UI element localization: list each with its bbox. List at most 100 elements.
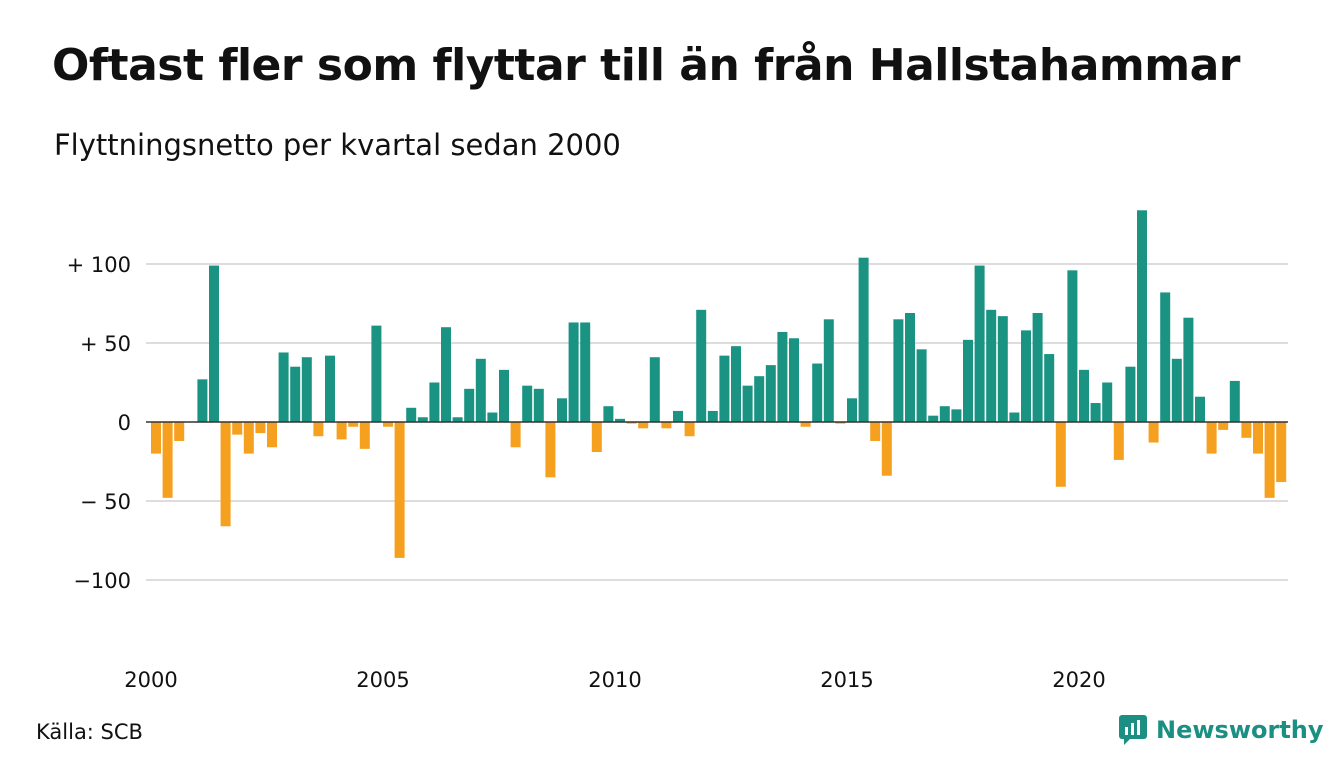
- bar: [1195, 396, 1205, 422]
- bar: [916, 349, 927, 422]
- bar: [847, 398, 857, 422]
- bar: [499, 369, 509, 422]
- x-tick-label: 2015: [820, 668, 873, 692]
- bar: [336, 422, 347, 440]
- x-tick-label: 2010: [588, 668, 641, 692]
- bar: [151, 422, 161, 454]
- bar: [255, 422, 266, 434]
- bar: [417, 417, 428, 422]
- bar: [232, 422, 243, 435]
- bar: [707, 410, 718, 422]
- bar: [359, 422, 370, 449]
- y-axis: + 100 + 50 0 − 50 −100: [67, 253, 131, 593]
- chart-title: Oftast fler som flyttar till än från Hal…: [52, 40, 1240, 91]
- bar: [823, 319, 834, 422]
- bar: [209, 265, 219, 422]
- bar: [835, 422, 846, 424]
- bar: [290, 366, 301, 422]
- bar: [533, 388, 544, 422]
- bar: [1241, 422, 1252, 438]
- y-tick-label: − 50: [80, 490, 131, 514]
- bar: [731, 346, 741, 422]
- bar-chart: + 100 + 50 0 − 50 −100 2000 2005 2010 2015 2020: [67, 210, 1288, 692]
- bar: [638, 422, 649, 429]
- bar: [951, 409, 962, 422]
- bar: [963, 339, 973, 422]
- gridlines: [146, 263, 1288, 581]
- bar: [383, 422, 393, 427]
- bar: [243, 422, 254, 454]
- bar: [881, 422, 892, 476]
- bar: [1113, 422, 1124, 460]
- bar: [939, 406, 950, 422]
- bar: [475, 358, 486, 422]
- bar: [580, 322, 591, 422]
- x-tick-label: 2000: [124, 668, 177, 692]
- chart-subtitle: Flyttningsnetto per kvartal sedan 2000: [54, 128, 621, 162]
- bar: [719, 355, 730, 422]
- bar: [1055, 422, 1066, 487]
- y-tick-label: + 50: [80, 332, 131, 356]
- y-tick-label: + 100: [67, 253, 131, 277]
- y-tick-label: 0: [118, 411, 131, 435]
- source-note: Källa: SCB: [36, 720, 143, 744]
- bar: [696, 309, 707, 422]
- bar: [974, 265, 985, 422]
- bar: [220, 422, 231, 527]
- bar: [441, 327, 451, 422]
- bar: [522, 385, 533, 422]
- bar: [1009, 412, 1020, 422]
- bar: [371, 325, 382, 422]
- bar: [1125, 366, 1136, 422]
- x-tick-label: 2020: [1052, 668, 1105, 692]
- bar: [452, 417, 463, 422]
- bar: [1218, 422, 1229, 430]
- y-tick-label: −100: [73, 569, 131, 593]
- bar: [765, 365, 776, 422]
- bar: [568, 322, 579, 422]
- bar: [661, 422, 672, 429]
- bar: [1171, 358, 1182, 422]
- x-axis: 2000 2005 2010 2015 2020: [124, 668, 1105, 692]
- bar: [1229, 380, 1240, 422]
- bar: [858, 257, 869, 422]
- bar: [348, 422, 359, 427]
- bar: [626, 422, 637, 424]
- bar: [1067, 270, 1078, 422]
- bar: [510, 422, 521, 448]
- bar: [429, 382, 440, 422]
- bar: [1044, 354, 1055, 422]
- bar: [1032, 312, 1043, 422]
- brand-logo: Newsworthy: [1118, 713, 1324, 747]
- bar: [777, 331, 788, 422]
- bar: [997, 316, 1008, 422]
- bar: [684, 422, 695, 437]
- bar: [557, 398, 567, 422]
- bar: [174, 422, 185, 441]
- bar: [406, 407, 417, 422]
- bar: [870, 422, 881, 441]
- bar: [1148, 422, 1159, 443]
- bar: [394, 422, 405, 558]
- bar: [603, 406, 614, 422]
- bar: [812, 363, 823, 422]
- bar: [1264, 422, 1275, 498]
- bar: [1079, 369, 1089, 422]
- bar: [162, 422, 173, 498]
- bar: [754, 376, 765, 422]
- bar: [1276, 422, 1287, 483]
- bar: [1253, 422, 1263, 454]
- bar: [789, 338, 799, 422]
- bar: [986, 309, 997, 422]
- bar: [1183, 317, 1194, 422]
- bar: [800, 422, 811, 427]
- bar: [301, 357, 312, 422]
- bar: [905, 312, 915, 422]
- bar: [1090, 403, 1101, 422]
- bar: [487, 412, 498, 422]
- brand-name: Newsworthy: [1156, 716, 1324, 744]
- bar: [615, 418, 625, 422]
- bar: [325, 355, 335, 422]
- bar: [1102, 382, 1113, 422]
- x-tick-label: 2005: [356, 668, 409, 692]
